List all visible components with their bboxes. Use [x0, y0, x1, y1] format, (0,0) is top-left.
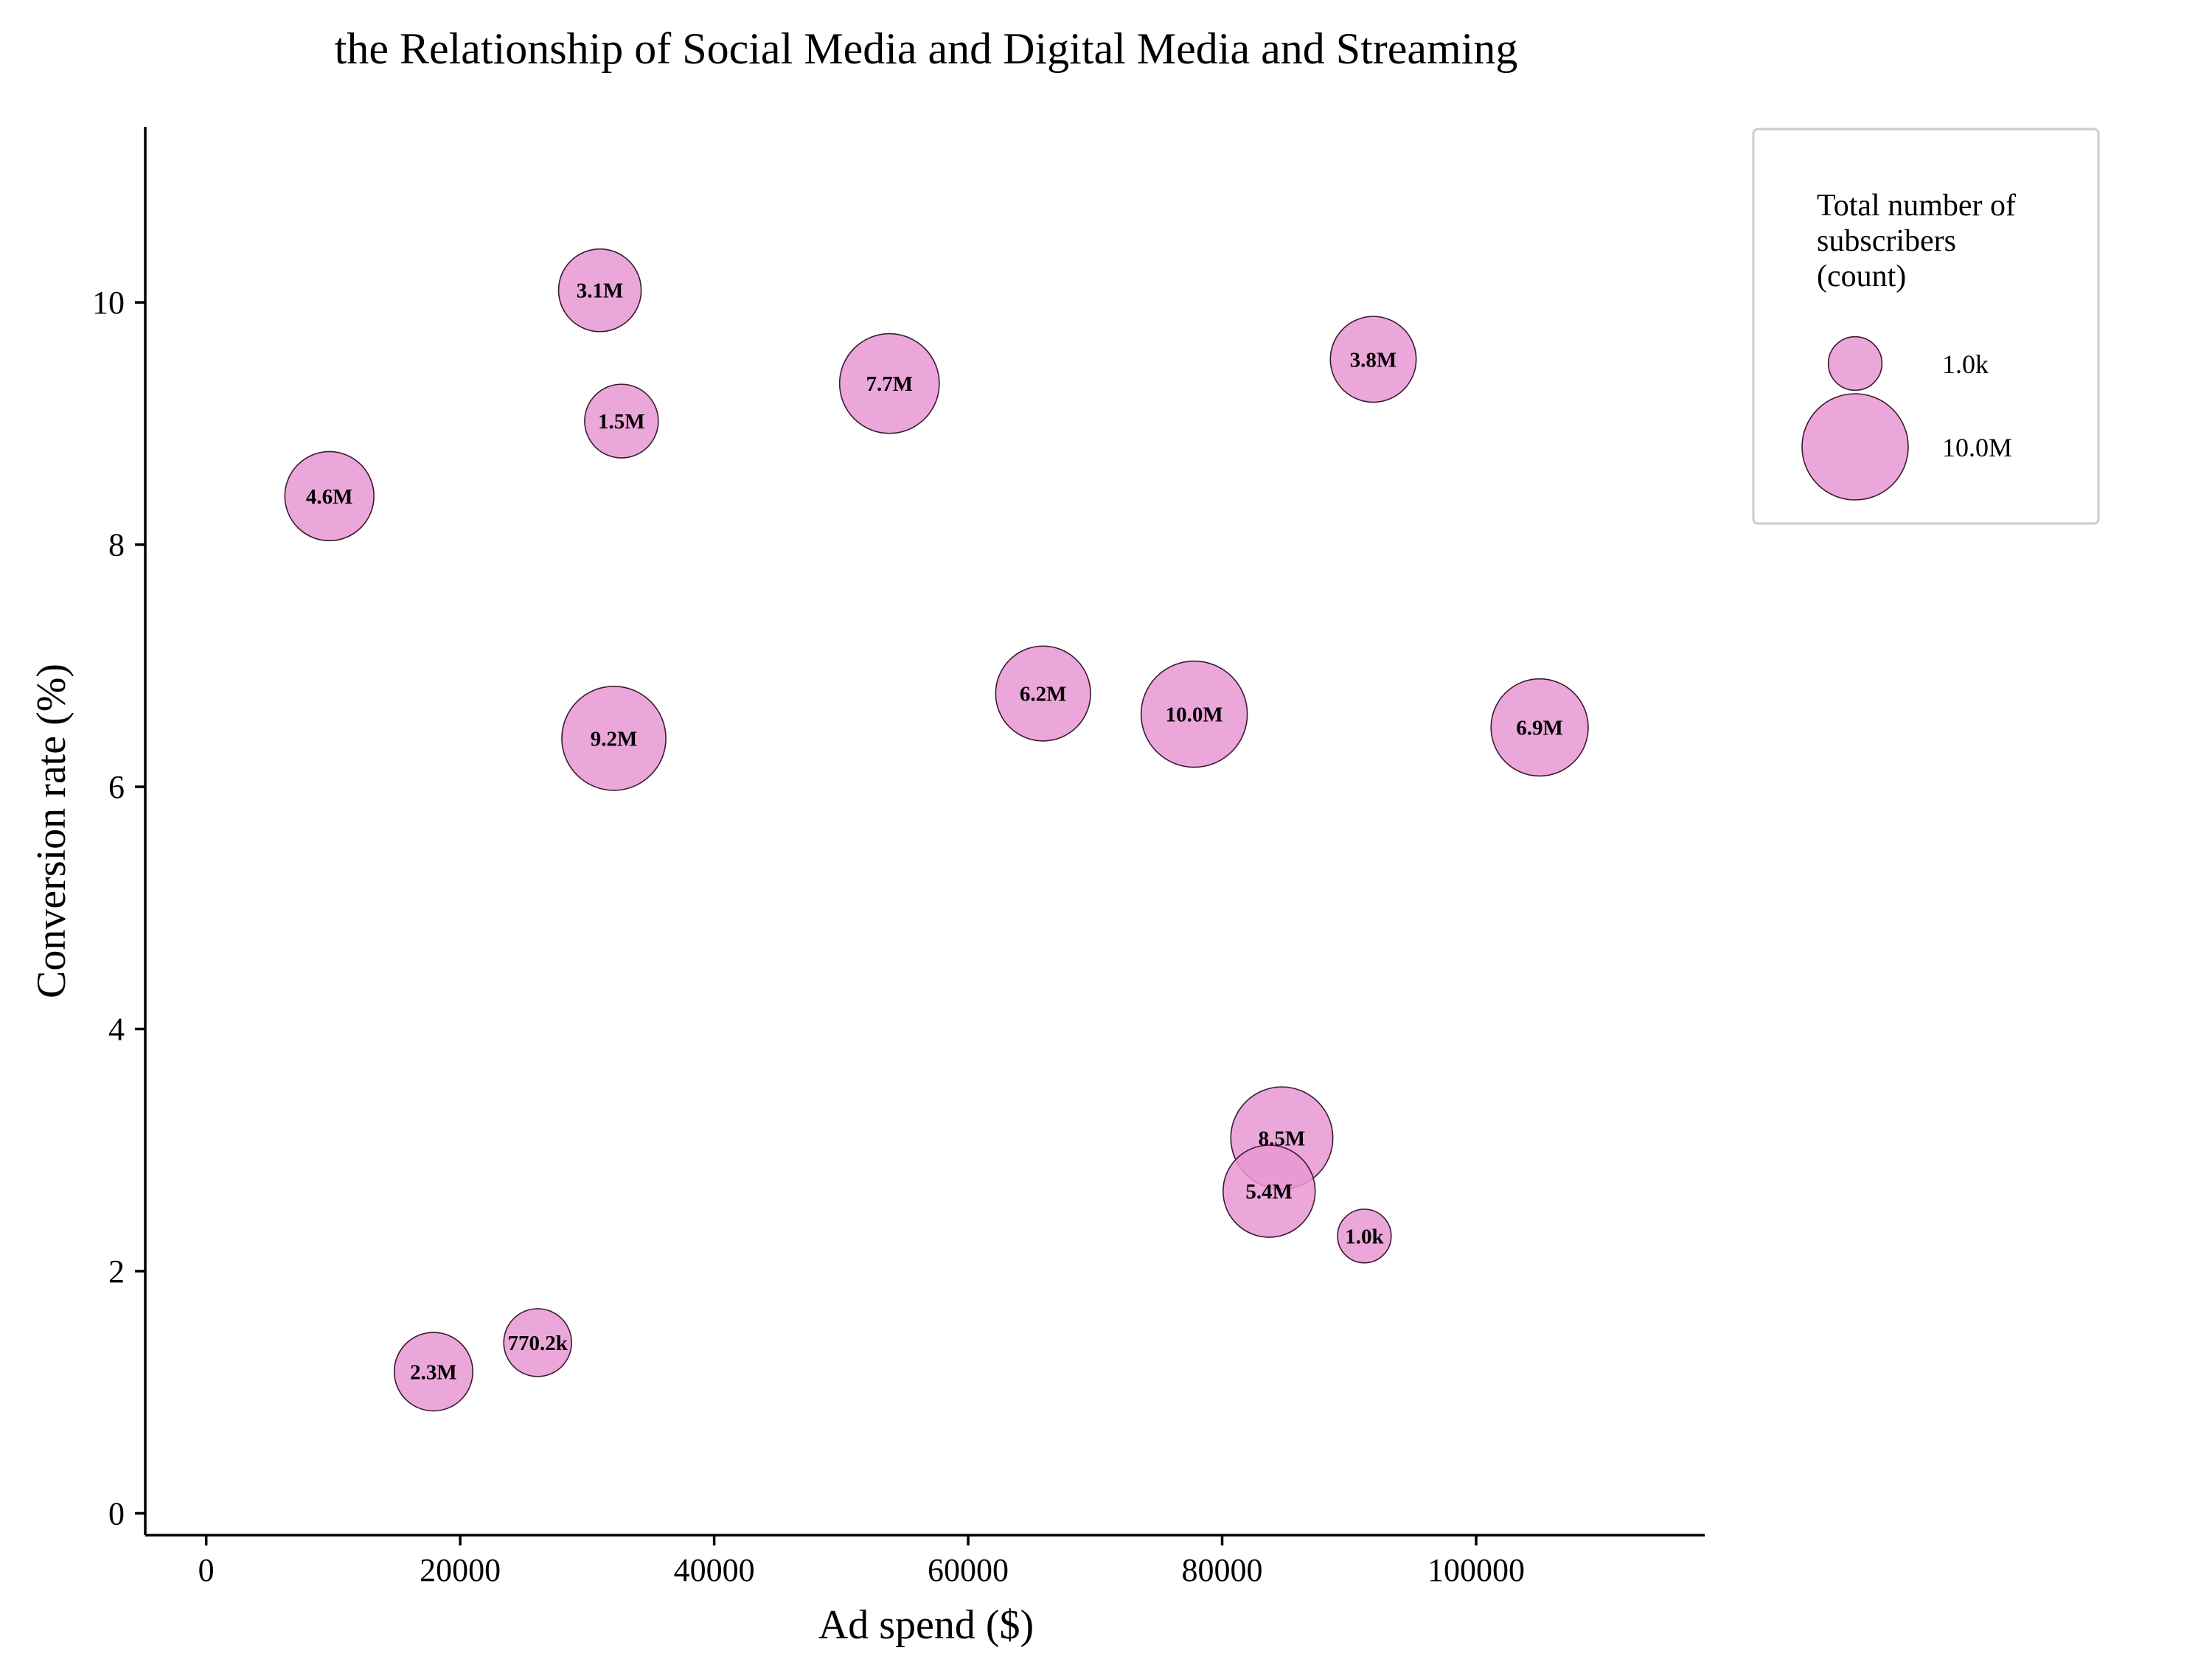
bubble-point [1140, 660, 1248, 768]
y-tick-label: 6 [108, 769, 125, 805]
bubble-label: 4.6M [306, 485, 353, 509]
bubble-point [503, 1308, 572, 1377]
legend-bubble [1801, 393, 1909, 501]
bubble-label: 7.7M [866, 372, 913, 396]
y-tick-label: 8 [108, 527, 125, 563]
bubble-point [1329, 316, 1417, 403]
legend-title: (count) [1817, 260, 1906, 293]
bubble-point [995, 645, 1091, 742]
y-tick-label: 2 [108, 1253, 125, 1290]
bubble-label: 3.1M [577, 279, 624, 303]
bubble-label: 770.2k [507, 1332, 568, 1355]
x-tick-label: 0 [198, 1552, 215, 1588]
bubble-point [838, 333, 940, 434]
y-tick-label: 4 [108, 1012, 125, 1048]
legend-bubble [1827, 335, 1883, 392]
plot-area: 0 20000 40000 60000 80000 100000 0 2 4 6 8 10 3.1M 7.… [92, 127, 1705, 1588]
chart-title: the Relationship of Social Media and Dig… [335, 24, 1518, 73]
y-tick-label: 10 [92, 285, 125, 321]
bubble-point [584, 383, 659, 459]
bubble-label: 10.0M [1166, 703, 1223, 727]
legend-title: subscribers [1817, 224, 1956, 258]
y-tick-label: 0 [108, 1495, 125, 1531]
bubble-label: 5.4M [1245, 1180, 1293, 1204]
x-tick-label: 20000 [420, 1552, 501, 1588]
bubble-label: 8.5M [1259, 1127, 1306, 1150]
bubble-label: 6.9M [1516, 717, 1563, 740]
legend-label: 1.0k [1942, 349, 1989, 379]
legend-label: 10.0M [1942, 433, 2012, 462]
bubble-label: 1.0k [1345, 1225, 1384, 1248]
bubble-point [1222, 1144, 1316, 1238]
bubble-point [393, 1332, 474, 1412]
bubble-label: 2.3M [410, 1360, 457, 1384]
legend-title: Total number of [1817, 189, 2016, 223]
x-tick-label: 80000 [1182, 1552, 1263, 1588]
x-axis-title: Ad spend ($) [818, 1602, 1034, 1648]
bubble-point [284, 451, 375, 542]
bubble-point [1337, 1208, 1392, 1264]
bubble-point [557, 248, 642, 333]
bubble-point [561, 686, 667, 791]
bubble-label: 6.2M [1020, 683, 1067, 706]
bubble-label: 1.5M [598, 410, 645, 434]
y-axis-title: Conversion rate (%) [29, 664, 74, 998]
x-tick-label: 100000 [1427, 1552, 1525, 1588]
bubble-label: 9.2M [591, 727, 638, 751]
bubble-point [1490, 678, 1589, 777]
x-tick-label: 40000 [674, 1552, 755, 1588]
bubble-label: 3.8M [1350, 348, 1397, 372]
x-tick-label: 60000 [928, 1552, 1009, 1588]
